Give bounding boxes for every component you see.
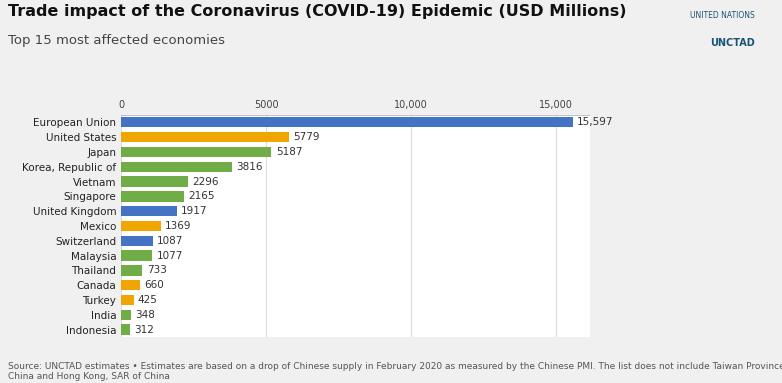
Bar [121,324,131,335]
Bar [121,309,131,320]
Bar [121,206,177,216]
Text: 1917: 1917 [181,206,207,216]
Text: 660: 660 [145,280,164,290]
Bar [121,265,142,276]
Text: Source: UNCTAD estimates • Estimates are based on a drop of Chinese supply in Fe: Source: UNCTAD estimates • Estimates are… [8,362,782,381]
Bar [121,132,289,142]
Text: 1369: 1369 [165,221,192,231]
Bar [121,147,271,157]
Text: 348: 348 [135,310,156,320]
Bar [121,236,152,246]
Text: 3816: 3816 [236,162,263,172]
Bar [121,176,188,187]
Bar [121,117,573,128]
Text: 733: 733 [147,265,167,275]
Text: UNITED NATIONS: UNITED NATIONS [690,11,755,20]
Bar [121,191,184,201]
Text: Top 15 most affected economies: Top 15 most affected economies [8,34,224,47]
Text: 2296: 2296 [192,177,218,187]
Bar [121,250,152,261]
Text: 425: 425 [138,295,158,305]
Bar [121,221,161,231]
Bar [121,162,231,172]
Bar [121,280,140,290]
Bar [121,295,134,305]
Text: UNCTAD: UNCTAD [710,38,755,48]
Text: 15,597: 15,597 [577,117,614,127]
Text: Trade impact of the Coronavirus (COVID-19) Epidemic (USD Millions): Trade impact of the Coronavirus (COVID-1… [8,4,626,19]
Text: 1087: 1087 [157,236,184,246]
Text: 312: 312 [135,325,155,335]
Text: 5779: 5779 [293,132,319,142]
Text: 5187: 5187 [276,147,303,157]
Text: 2165: 2165 [188,192,215,201]
Text: 1077: 1077 [156,250,183,260]
